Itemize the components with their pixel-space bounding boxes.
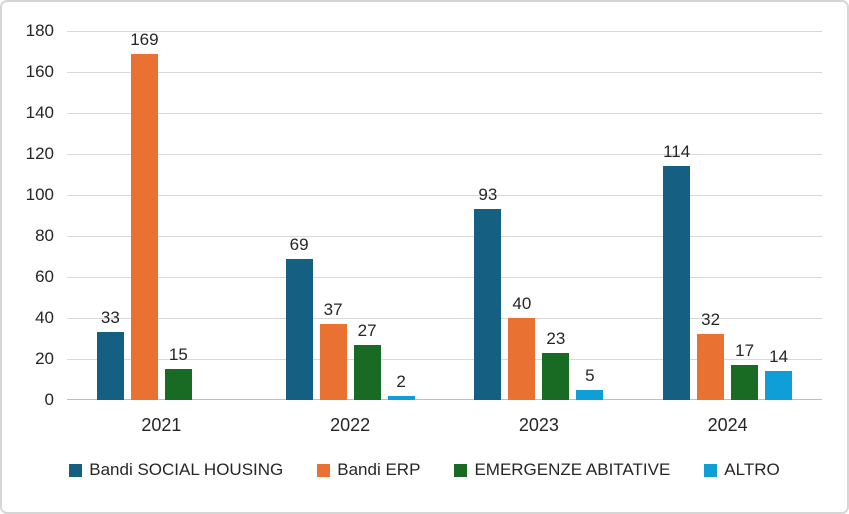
y-tick-label: 20 (35, 349, 54, 368)
plot-area: 33 169 15 69 37 27 2 93 40 23 5 114 32 17 14 (67, 29, 822, 400)
y-tick-label: 140 (25, 103, 54, 122)
data-label: 15 (168, 345, 188, 365)
y-tick-label: 180 (25, 21, 54, 40)
gridline (67, 72, 822, 73)
data-label: 169 (130, 29, 159, 49)
x-axis-line (67, 399, 822, 400)
gridline (67, 236, 822, 237)
data-label: 33 (100, 308, 120, 328)
gridline (67, 318, 822, 319)
bar (765, 371, 793, 400)
x-tick-label: 2022 (330, 415, 371, 435)
data-label: 23 (546, 328, 566, 348)
bar (319, 324, 347, 400)
bar (387, 395, 415, 400)
data-label: 14 (769, 347, 789, 367)
legend-swatch-icon (454, 463, 468, 477)
bar (285, 258, 313, 400)
y-tick-label: 0 (44, 390, 54, 409)
legend-label: ALTRO (724, 460, 780, 479)
gridline (67, 359, 822, 360)
gridline (67, 195, 822, 196)
gridline (67, 31, 822, 32)
data-label: 69 (289, 234, 309, 254)
bar (130, 53, 158, 400)
data-label: 32 (701, 310, 721, 330)
legend-item: Bandi SOCIAL HOUSING (69, 460, 283, 480)
bar (663, 166, 691, 400)
legend-item: ALTRO (704, 460, 780, 480)
data-label: 40 (512, 294, 532, 313)
legend-label: EMERGENZE ABITATIVE (474, 460, 671, 479)
legend-item: EMERGENZE ABITATIVE (454, 460, 670, 480)
data-label: 93 (478, 185, 498, 205)
legend: Bandi SOCIAL HOUSING Bandi ERP EMERGENZE A… (2, 460, 847, 480)
data-label: 27 (357, 320, 377, 340)
bar (353, 344, 381, 400)
y-tick-label: 40 (35, 308, 54, 327)
legend-label: Bandi SOCIAL HOUSING (89, 460, 284, 479)
legend-swatch-icon (317, 463, 331, 477)
bar (474, 209, 502, 400)
bar (508, 318, 536, 400)
x-tick-label: 2023 (518, 415, 559, 435)
bar (542, 352, 570, 400)
data-label: 5 (585, 365, 595, 385)
bar (164, 369, 192, 400)
legend-item: Bandi ERP (317, 460, 420, 480)
bar (697, 334, 725, 400)
bar (576, 389, 604, 400)
x-tick-label: 2024 (707, 415, 748, 435)
gridline (67, 154, 822, 155)
legend-swatch-icon (704, 463, 718, 477)
legend-label: Bandi ERP (337, 460, 421, 479)
data-label: 17 (735, 341, 755, 361)
data-label: 114 (663, 142, 691, 162)
legend-swatch-icon (69, 463, 83, 477)
bar (731, 365, 759, 400)
y-tick-label: 120 (25, 144, 54, 163)
y-tick-label: 60 (35, 267, 54, 286)
data-label: 37 (323, 300, 343, 320)
gridline (67, 277, 822, 278)
y-tick-label: 100 (25, 185, 54, 204)
y-tick-label: 160 (25, 62, 54, 81)
x-tick-label: 2021 (141, 415, 182, 435)
bar (96, 332, 124, 400)
data-label: 2 (396, 371, 406, 391)
y-tick-label: 80 (35, 226, 54, 245)
gridline (67, 113, 822, 114)
